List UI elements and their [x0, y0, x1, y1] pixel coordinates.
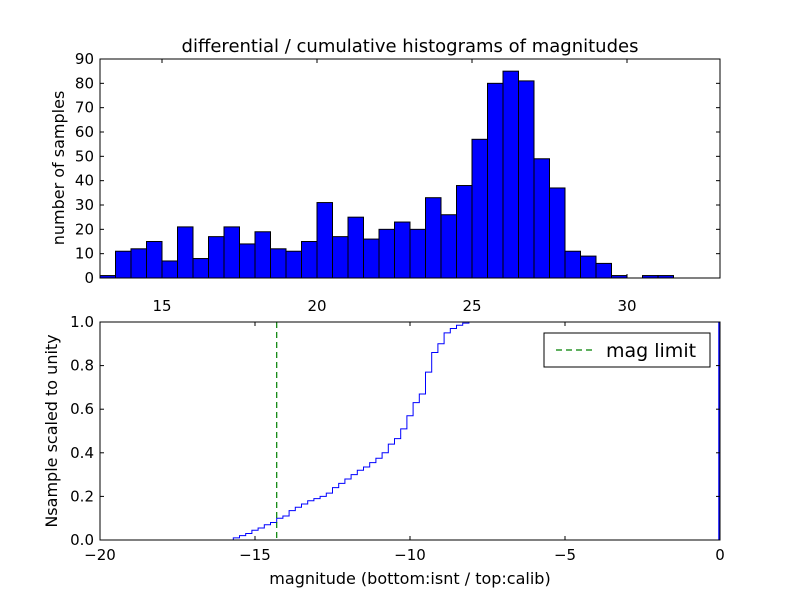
histogram-bar [254, 231, 271, 279]
top-x-tick-label: 20 [307, 297, 326, 315]
x-axis-label: magnitude (bottom:isnt / top:calib) [269, 569, 550, 588]
bottom-y-tick-label: 1.0 [70, 313, 94, 331]
histogram-bar [471, 138, 488, 279]
top-y-tick-label: 70 [75, 99, 94, 117]
bottom-x-tick-label: 0 [715, 546, 725, 564]
chart-title: differential / cumulative histograms of … [182, 36, 639, 57]
histogram-bar [456, 185, 473, 279]
top-x-tick-label: 15 [152, 297, 171, 315]
histogram-bar [549, 187, 566, 279]
histogram-bar [192, 258, 209, 279]
histogram-bar [270, 248, 287, 279]
histogram-bar [518, 80, 535, 279]
top-y-tick-label: 40 [75, 172, 94, 190]
top-y-tick-label: 30 [75, 196, 94, 214]
top-y-tick-label: 60 [75, 123, 94, 141]
histogram-bar [239, 243, 256, 279]
histogram-bar [487, 82, 504, 279]
histogram-bar [146, 241, 163, 279]
top-y-tick-label: 0 [84, 269, 94, 287]
top-axis-ticks: 0 10 20 30 40 50 60 70 80 90 15 20 25 30 [75, 50, 720, 315]
histogram-bar [595, 262, 612, 279]
histogram-bar [301, 241, 318, 279]
histogram-bar [409, 228, 426, 279]
histogram-bar [208, 236, 225, 279]
legend: mag limit [543, 332, 711, 368]
bottom-plot-frame [99, 321, 721, 541]
histogram-bar [223, 226, 240, 279]
histogram-bar [363, 238, 380, 279]
histogram-bar [161, 260, 178, 279]
top-y-axis-label: number of samples [49, 91, 68, 246]
bottom-x-tick-label: −15 [239, 546, 271, 564]
bottom-y-tick-label: 0.0 [70, 531, 94, 549]
histogram-bar [425, 197, 442, 279]
top-y-tick-label: 10 [75, 245, 94, 263]
top-x-tick-label: 25 [462, 297, 481, 315]
histogram-bar [533, 158, 550, 279]
top-y-tick-label: 80 [75, 74, 94, 92]
histogram-bar [394, 221, 411, 279]
bottom-y-tick-label: 0.4 [70, 444, 94, 462]
histogram-bar [502, 70, 519, 279]
histogram-bar [130, 248, 147, 279]
histogram-bars [99, 70, 674, 279]
histogram-bar [378, 228, 395, 279]
bottom-y-tick-label: 0.2 [70, 487, 94, 505]
differential-histogram-panel: differential / cumulative histograms of … [49, 36, 721, 315]
histogram-bar [564, 250, 581, 279]
bottom-y-axis-label: Nsample scaled to unity [42, 334, 61, 527]
cumulative-histogram-panel: Nsample scaled to unity magnitude (botto… [42, 313, 725, 588]
bottom-x-tick-label: −5 [554, 546, 576, 564]
histogram-bar [115, 250, 132, 279]
top-plot-frame [99, 58, 721, 279]
bottom-y-tick-label: 0.8 [70, 357, 94, 375]
top-y-tick-label: 50 [75, 147, 94, 165]
histogram-bar [347, 216, 364, 279]
histogram-bar [440, 214, 457, 279]
histogram-bar [285, 250, 302, 279]
bottom-axis-ticks: 0.0 0.2 0.4 0.6 0.8 1.0 −20 −15 −10 −5 0 [70, 313, 725, 564]
cumulative-step-line [100, 321, 720, 541]
top-y-tick-label: 20 [75, 220, 94, 238]
bottom-y-tick-label: 0.6 [70, 400, 94, 418]
cumulative-lines [100, 321, 720, 541]
histogram-bar [177, 226, 194, 279]
histogram-bar [316, 202, 333, 279]
top-x-tick-label: 30 [617, 297, 636, 315]
bottom-x-tick-label: −20 [84, 546, 116, 564]
top-y-tick-label: 90 [75, 50, 94, 68]
histogram-bar [332, 236, 349, 279]
histogram-bar [580, 255, 597, 279]
bottom-x-tick-label: −10 [394, 546, 426, 564]
legend-mag-limit-label: mag limit [606, 340, 696, 362]
